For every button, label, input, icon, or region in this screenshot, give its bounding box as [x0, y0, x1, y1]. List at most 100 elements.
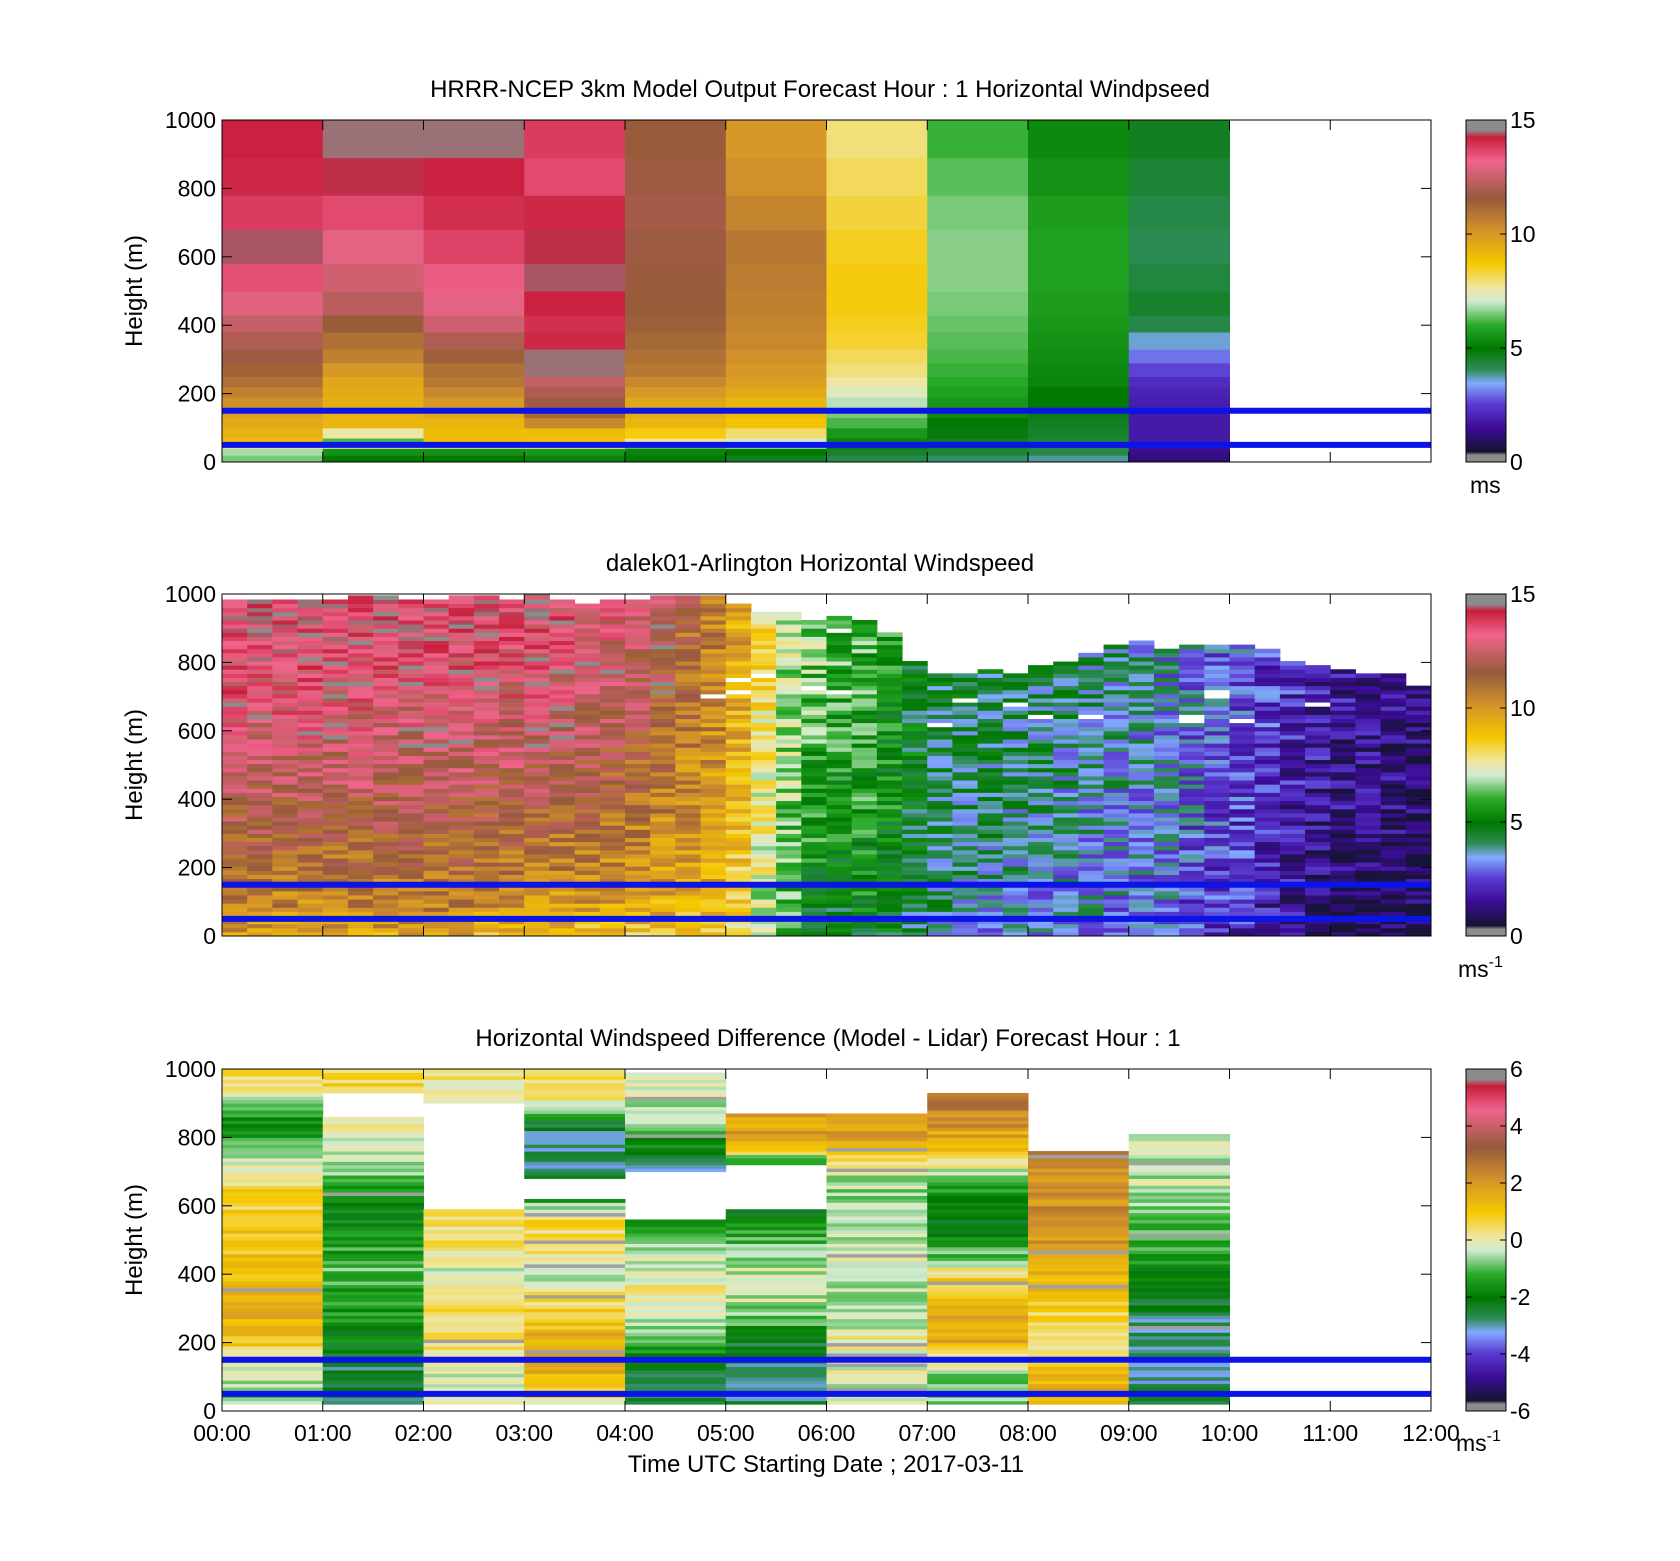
heatmap-cell — [826, 1308, 928, 1313]
heatmap-cell — [700, 648, 727, 654]
heatmap-cell — [398, 599, 424, 605]
heatmap-cell — [1330, 907, 1356, 912]
heatmap-cell — [927, 739, 953, 744]
heatmap-cell — [927, 1277, 1029, 1282]
heatmap-cell — [1229, 804, 1256, 810]
heatmap-cell — [1028, 1212, 1130, 1217]
heatmap-cell — [625, 291, 727, 316]
heatmap-cell — [952, 894, 979, 900]
heatmap-cell — [902, 697, 928, 703]
heatmap-cell — [801, 726, 827, 732]
heatmap-cell — [725, 1226, 827, 1231]
heatmap-cell — [222, 1397, 324, 1402]
heatmap-cell — [675, 689, 702, 695]
heatmap-cell — [423, 607, 450, 613]
heatmap-cell — [675, 763, 702, 769]
heatmap-cell — [876, 796, 903, 802]
heatmap-cell — [927, 1287, 1029, 1292]
heatmap-cell — [1128, 894, 1155, 900]
heatmap-cell — [750, 829, 777, 834]
heatmap-cell — [826, 796, 853, 802]
heatmap-cell — [1028, 894, 1054, 900]
heatmap-cell — [826, 1168, 928, 1173]
heatmap-cell — [750, 722, 777, 728]
heatmap-cell — [423, 599, 450, 605]
heatmap-cell — [1103, 780, 1130, 785]
panel-lidar: dalek01-Arlington Horizontal Windspeed 0… — [121, 550, 1536, 982]
heatmap-cell — [423, 1240, 525, 1244]
heatmap-cell — [1380, 894, 1407, 900]
heatmap-cell — [423, 644, 450, 650]
heatmap-cell — [1279, 669, 1306, 674]
heatmap-cell — [272, 661, 299, 666]
heatmap-cell — [801, 693, 827, 699]
heatmap-cell — [725, 890, 752, 896]
heatmap-cell — [1053, 685, 1079, 691]
heatmap-cell — [776, 849, 802, 855]
heatmap-cell — [1279, 841, 1306, 847]
heatmap-cell — [1204, 862, 1230, 867]
heatmap-cell — [373, 894, 399, 900]
heatmap-cell — [1229, 886, 1256, 892]
heatmap-cell — [524, 615, 550, 621]
heatmap-cell — [776, 652, 802, 658]
heatmap-cell — [902, 710, 928, 715]
heatmap-cell — [650, 866, 676, 871]
heatmap-cell — [1078, 747, 1105, 752]
heatmap-cell — [1229, 808, 1256, 814]
heatmap-cell — [1330, 927, 1356, 933]
heatmap-cell — [1305, 923, 1331, 929]
heatmap-cell — [725, 661, 752, 666]
heatmap-cell — [700, 833, 727, 839]
heatmap-cell — [423, 780, 450, 785]
heatmap-cell — [625, 1301, 727, 1306]
heatmap-cell — [1078, 931, 1105, 936]
heatmap-cell — [725, 1120, 827, 1125]
heatmap-cell — [524, 710, 550, 715]
heatmap-cell — [1229, 702, 1256, 707]
heatmap-cell — [1305, 796, 1331, 802]
heatmap-cell — [473, 784, 500, 789]
heatmap-cell — [347, 710, 374, 715]
heatmap-cell — [952, 829, 979, 834]
heatmap-cell — [549, 780, 576, 785]
heatmap-cell — [222, 1250, 324, 1255]
heatmap-cell — [1254, 886, 1281, 892]
heatmap-cell — [826, 1140, 928, 1145]
heatmap-cell — [423, 1263, 525, 1268]
heatmap-cell — [398, 853, 424, 859]
heatmap-cell — [927, 747, 953, 752]
heatmap-cell — [222, 1154, 324, 1159]
heatmap-cell — [1380, 845, 1407, 851]
heatmap-cell — [927, 784, 953, 789]
heatmap-cell — [650, 829, 676, 834]
heatmap-cell — [851, 693, 878, 699]
heatmap-cell — [1028, 784, 1054, 789]
heatmap-cell — [524, 1127, 626, 1132]
heatmap-cell — [927, 759, 953, 765]
heatmap-cell — [524, 1212, 626, 1217]
heatmap-cell — [1078, 706, 1105, 711]
heatmap-cell — [927, 862, 953, 867]
heatmap-cell — [499, 874, 525, 880]
heatmap-cell — [222, 1140, 324, 1145]
heatmap-cell — [851, 636, 878, 642]
heatmap-cell — [272, 816, 299, 822]
heatmap-cell — [1028, 796, 1054, 802]
heatmap-cell — [1330, 808, 1356, 814]
heatmap-cell — [1128, 1154, 1230, 1159]
heatmap-cell — [876, 661, 903, 666]
heatmap-cell — [1229, 743, 1256, 748]
heatmap-cell — [499, 862, 525, 867]
heatmap-cell — [423, 841, 450, 847]
heatmap-cell — [1028, 775, 1054, 781]
heatmap-cell — [725, 743, 752, 748]
x-tick-label: 12:00 — [1402, 1420, 1460, 1446]
heatmap-cell — [247, 903, 273, 908]
heatmap-cell — [700, 812, 727, 818]
heatmap-cell — [675, 878, 702, 884]
heatmap-cell — [524, 1079, 626, 1084]
heatmap-cell — [1305, 862, 1331, 867]
heatmap-cell — [1128, 648, 1155, 654]
